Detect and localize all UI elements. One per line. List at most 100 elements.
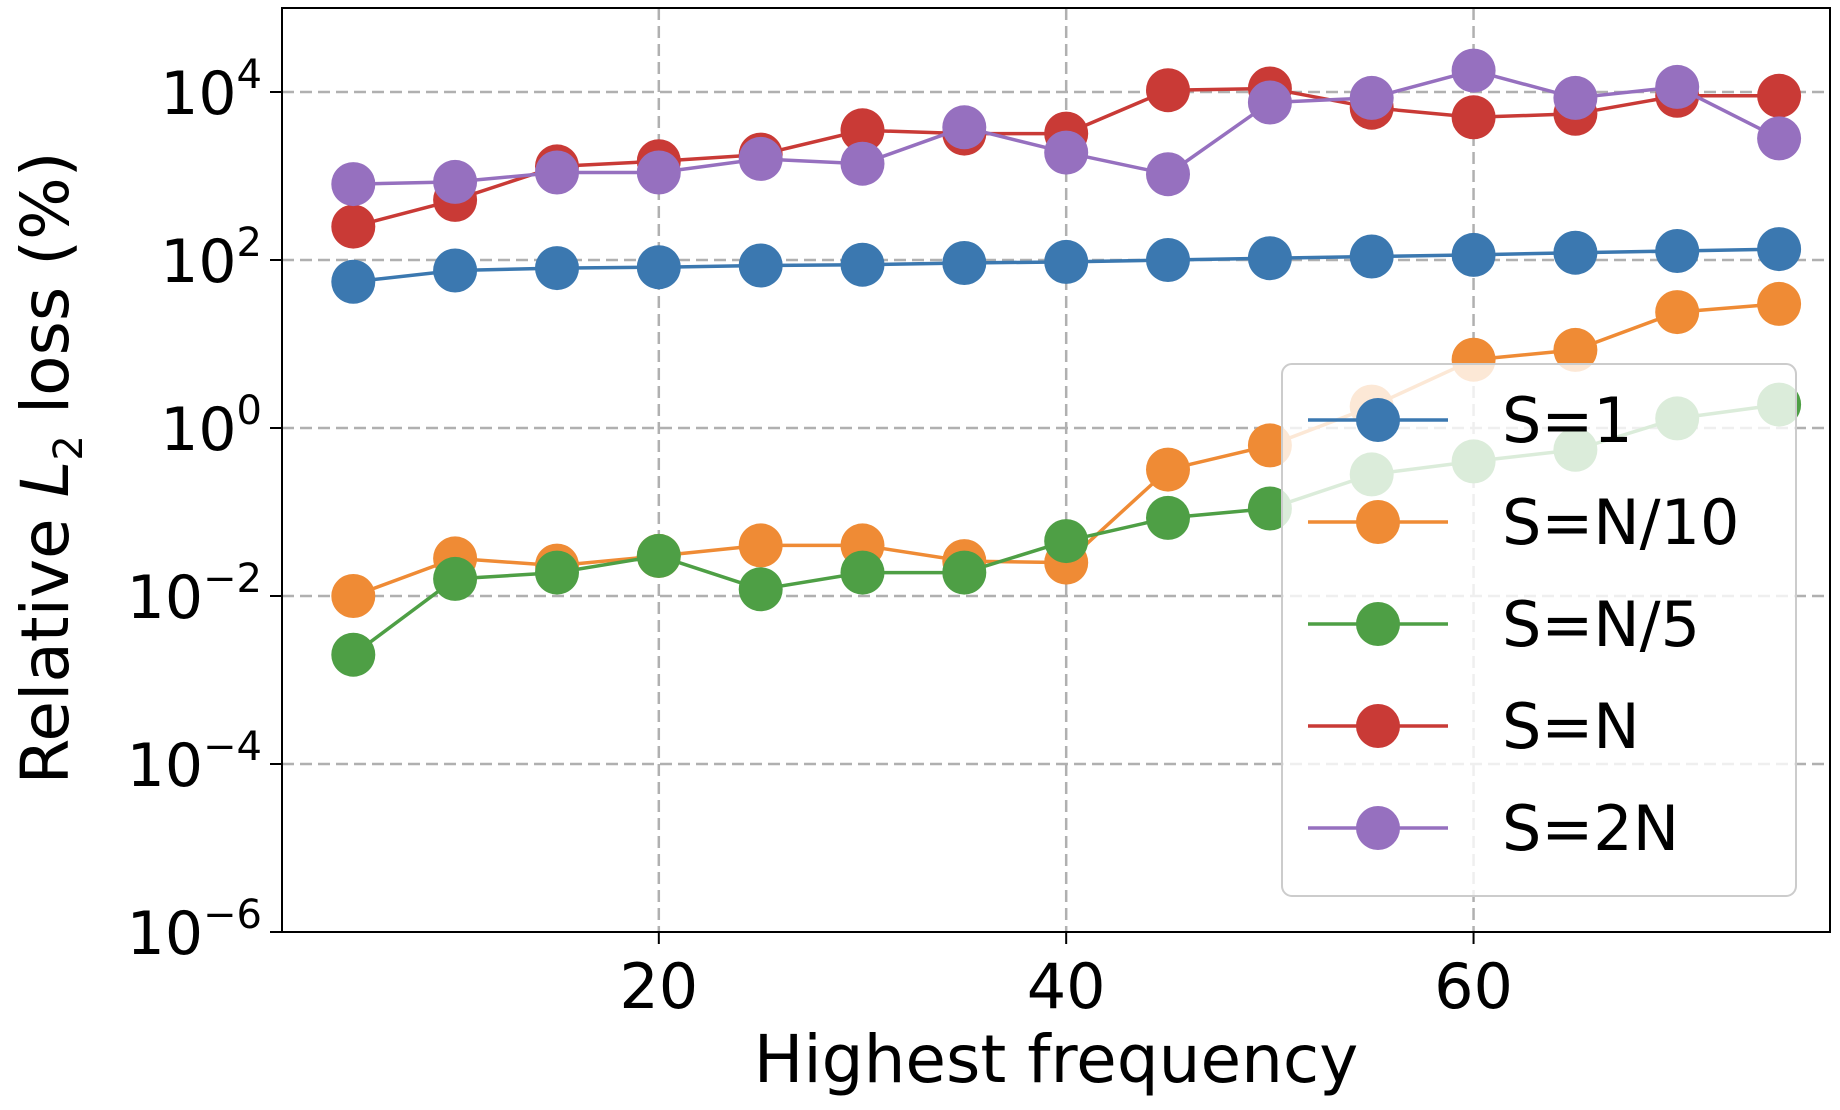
data-point bbox=[1349, 234, 1394, 279]
data-point bbox=[1655, 64, 1700, 109]
data-point bbox=[942, 550, 987, 595]
y-axis-label-suffix: loss (%) bbox=[7, 151, 84, 435]
data-point bbox=[1757, 281, 1802, 326]
x-tick-label: 60 bbox=[1434, 950, 1513, 1023]
data-point bbox=[840, 242, 885, 287]
data-point bbox=[738, 523, 783, 568]
y-tick-base: 10 bbox=[127, 731, 203, 801]
y-tick-label: 10−2 bbox=[127, 556, 262, 633]
data-point bbox=[738, 567, 783, 612]
series-S=2N bbox=[331, 48, 1802, 207]
data-point bbox=[1451, 48, 1496, 93]
data-point bbox=[433, 556, 478, 601]
data-point bbox=[433, 159, 478, 204]
legend-box bbox=[1281, 363, 1797, 897]
data-point bbox=[1044, 239, 1089, 284]
data-point bbox=[535, 246, 579, 291]
data-point bbox=[942, 105, 987, 150]
y-tick-label: 100 bbox=[160, 388, 262, 465]
data-point bbox=[840, 141, 885, 186]
data-point bbox=[1655, 290, 1700, 335]
legend-marker bbox=[1356, 806, 1400, 850]
data-point bbox=[1553, 75, 1598, 120]
data-point bbox=[1146, 238, 1190, 282]
legend-label: S=2N bbox=[1502, 792, 1679, 865]
data-point bbox=[1044, 130, 1089, 175]
y-tick-label: 10−4 bbox=[127, 724, 262, 801]
y-tick-label: 104 bbox=[160, 52, 262, 129]
data-point bbox=[1044, 519, 1089, 564]
data-point bbox=[636, 245, 681, 290]
series-S=1 bbox=[331, 227, 1802, 304]
tick-marks bbox=[270, 91, 1475, 944]
y-tick-exponent: −4 bbox=[203, 724, 262, 770]
legend-entry: S=N/5 bbox=[1308, 588, 1700, 661]
data-point bbox=[738, 136, 783, 181]
data-point bbox=[1247, 423, 1292, 468]
legend-entry: S=N/10 bbox=[1308, 486, 1739, 559]
y-tick-exponent: 2 bbox=[237, 220, 262, 266]
legend-marker bbox=[1356, 398, 1400, 442]
data-point bbox=[1757, 116, 1802, 161]
data-point bbox=[331, 204, 376, 249]
data-point bbox=[1757, 73, 1802, 118]
data-point bbox=[1247, 486, 1292, 531]
x-tick-labels: 20 40 60 bbox=[619, 950, 1513, 1023]
data-point bbox=[331, 574, 376, 618]
data-point bbox=[636, 533, 681, 578]
legend-marker bbox=[1356, 704, 1400, 748]
data-point bbox=[636, 150, 681, 195]
x-axis-label: Highest frequency bbox=[754, 1021, 1359, 1098]
legend-marker bbox=[1356, 602, 1400, 646]
data-point bbox=[535, 550, 579, 595]
legend-entry: S=2N bbox=[1308, 792, 1679, 865]
legend-entry: S=N bbox=[1308, 690, 1640, 763]
data-point bbox=[331, 259, 376, 304]
y-axis-label-variable: L bbox=[7, 461, 84, 498]
y-axis-label: Relative L2 loss (%) bbox=[7, 151, 92, 784]
data-point bbox=[942, 241, 987, 285]
data-point bbox=[840, 550, 885, 595]
data-point bbox=[1553, 230, 1598, 275]
data-point bbox=[535, 150, 579, 195]
legend-label: S=1 bbox=[1502, 384, 1633, 457]
data-point bbox=[1247, 236, 1292, 281]
legend: S=1 S=N/10 S=N/5 S=N S=2N bbox=[1281, 363, 1797, 897]
data-point bbox=[1451, 95, 1496, 140]
data-point bbox=[331, 632, 376, 677]
y-tick-label: 102 bbox=[160, 220, 262, 297]
plot-area-frame bbox=[281, 7, 1831, 933]
y-tick-exponent: 4 bbox=[237, 52, 262, 98]
legend-label: S=N bbox=[1502, 690, 1640, 763]
data-point bbox=[738, 243, 783, 288]
x-tick-label: 20 bbox=[619, 950, 698, 1023]
data-point bbox=[1146, 447, 1190, 492]
data-point bbox=[1146, 68, 1190, 113]
y-tick-base: 10 bbox=[127, 563, 203, 633]
x-tick-label: 40 bbox=[1027, 950, 1106, 1023]
data-point bbox=[433, 248, 478, 293]
y-tick-base: 10 bbox=[160, 227, 236, 297]
legend-marker bbox=[1356, 500, 1400, 544]
legend-label: S=N/5 bbox=[1502, 588, 1700, 661]
data-point bbox=[1553, 327, 1598, 372]
data-point bbox=[1451, 232, 1496, 277]
y-tick-base: 10 bbox=[160, 395, 236, 465]
data-point bbox=[1757, 227, 1802, 272]
y-tick-exponent: 0 bbox=[237, 388, 262, 434]
data-point bbox=[1247, 80, 1292, 125]
y-tick-label: 10−6 bbox=[127, 892, 262, 969]
legend-label: S=N/10 bbox=[1502, 486, 1739, 559]
data-point bbox=[840, 108, 885, 153]
data-point bbox=[1349, 75, 1394, 120]
y-tick-exponent: −6 bbox=[203, 892, 262, 938]
y-tick-exponent: −2 bbox=[203, 556, 262, 602]
data-point bbox=[1146, 152, 1190, 197]
series-layer bbox=[331, 48, 1802, 677]
data-point bbox=[1146, 495, 1190, 540]
data-point bbox=[1655, 229, 1700, 273]
y-axis-label-subscript: 2 bbox=[46, 435, 92, 460]
data-point bbox=[331, 162, 376, 207]
